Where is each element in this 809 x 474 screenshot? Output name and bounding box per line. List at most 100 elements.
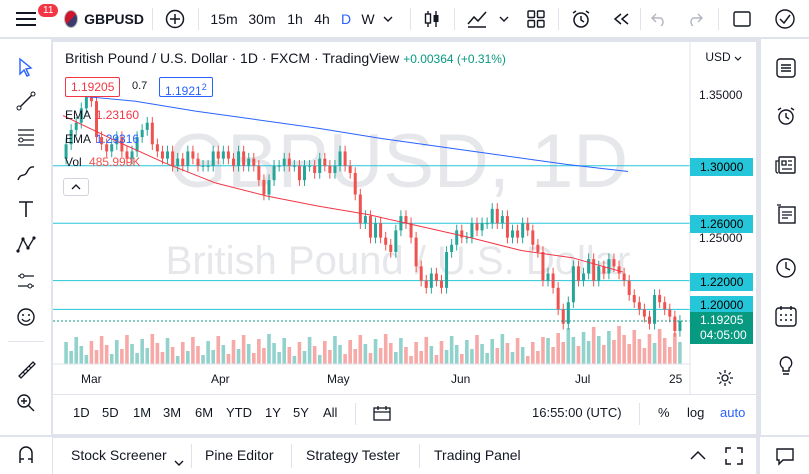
compare-add-button[interactable] <box>162 0 188 38</box>
symbol-search-button[interactable]: GBPUSD <box>64 0 144 38</box>
range-1d[interactable]: 1D <box>73 405 90 420</box>
candle-body <box>140 129 144 138</box>
data-window-button[interactable] <box>773 255 799 281</box>
range-1y[interactable]: 1Y <box>265 405 281 420</box>
volume-bar <box>510 352 515 364</box>
range-1m[interactable]: 1M <box>133 405 152 420</box>
ema-short-legend[interactable]: EMA 1.23160 <box>65 108 139 122</box>
currency-selector[interactable]: USD <box>705 50 742 64</box>
utc-clock[interactable]: 16:55:00 (UTC) <box>532 405 622 420</box>
indicator-value: 1.29316 <box>95 132 140 146</box>
chevron-up-icon <box>690 450 706 460</box>
maximize-panel-button[interactable] <box>725 447 743 470</box>
interval-dropdown[interactable] <box>378 0 398 38</box>
check-visibility-button[interactable] <box>766 0 806 38</box>
auto-scale-toggle[interactable]: auto <box>720 405 746 420</box>
forecast-icon <box>18 273 34 289</box>
volume-bar <box>596 336 601 364</box>
indicators-dropdown[interactable] <box>496 0 512 38</box>
layout-button[interactable] <box>524 0 548 38</box>
candle-body <box>445 251 449 288</box>
volume-bar <box>607 331 611 364</box>
screener-dropdown[interactable] <box>174 453 184 471</box>
icons-tool[interactable] <box>10 303 42 331</box>
magnet-tool[interactable] <box>10 441 42 469</box>
goto-date-button[interactable] <box>373 405 391 426</box>
help-button[interactable] <box>772 443 798 469</box>
interval-15m[interactable]: 15m <box>208 0 240 38</box>
volume-bar <box>262 348 266 364</box>
tab-trading-panel[interactable]: Trading Panel <box>434 447 521 463</box>
chart-settings-button[interactable] <box>716 369 734 392</box>
candle-body <box>622 273 626 281</box>
candle-body <box>500 216 504 224</box>
volume-bar <box>373 339 378 364</box>
range-all[interactable]: All <box>323 405 338 420</box>
volume-bar <box>277 352 281 364</box>
chart-type-button[interactable] <box>420 0 444 38</box>
range-5y[interactable]: 5Y <box>293 405 309 420</box>
range-6m[interactable]: 6M <box>195 405 214 420</box>
collapse-legend-button[interactable] <box>63 178 89 196</box>
indicator-value: 1.23160 <box>95 108 140 122</box>
news-button[interactable] <box>773 152 799 178</box>
legend-symbol-title[interactable]: British Pound / U.S. Dollar · 1D · FXCM … <box>65 50 400 66</box>
range-ytd[interactable]: YTD <box>226 405 252 420</box>
volume-bar <box>104 345 109 364</box>
calendar-button[interactable] <box>773 303 799 329</box>
volume-bar <box>439 341 444 364</box>
chart-pane[interactable]: GBPUSD, 1D British Pound / U.S. Dollar B… <box>53 42 756 434</box>
candle-body <box>262 180 266 195</box>
square-icon <box>733 11 751 27</box>
fib-retracement-icon <box>18 129 34 146</box>
sell-button[interactable]: 1.19205 <box>65 77 121 97</box>
menu-button[interactable]: 11 <box>8 0 59 38</box>
trendline-tool[interactable] <box>10 87 42 115</box>
hotlists-button[interactable] <box>773 353 799 379</box>
candle-body <box>455 230 459 245</box>
range-5d[interactable]: 5D <box>102 405 119 420</box>
range-3m[interactable]: 3M <box>163 405 182 420</box>
buy-button[interactable]: 1.19212 <box>159 77 213 98</box>
interval-30m[interactable]: 30m <box>246 0 278 38</box>
text-tool[interactable] <box>10 195 42 223</box>
gbpusd-flag-icon <box>64 10 79 28</box>
notification-badge: 11 <box>38 4 59 17</box>
prediction-tool[interactable] <box>10 267 42 295</box>
alerts-button[interactable] <box>773 103 799 129</box>
watchlist-button[interactable] <box>773 55 799 81</box>
volume-bar <box>541 337 545 364</box>
redo-button[interactable] <box>684 0 706 38</box>
ema-long-legend[interactable]: EMA 1.29316 <box>65 132 139 146</box>
replay-button[interactable] <box>608 0 634 38</box>
volume-legend[interactable]: Vol 485.999K <box>65 155 140 169</box>
clock-icon <box>776 258 796 278</box>
volume-bar <box>363 344 368 364</box>
pattern-tool[interactable] <box>10 231 42 259</box>
log-scale-toggle[interactable]: log <box>687 405 705 420</box>
candle-body <box>338 151 342 166</box>
interval-4h[interactable]: 4h <box>310 0 334 38</box>
brush-tool[interactable] <box>10 159 42 187</box>
fib-tool[interactable] <box>10 123 42 151</box>
interval-1h[interactable]: 1h <box>284 0 306 38</box>
candle-body <box>221 151 225 159</box>
percent-scale-toggle[interactable]: % <box>658 405 670 420</box>
zoom-tool[interactable] <box>10 389 42 417</box>
undo-button[interactable] <box>648 0 670 38</box>
interval-d[interactable]: D <box>338 0 354 38</box>
cursor-tool[interactable] <box>10 53 42 81</box>
tab-strategy-tester[interactable]: Strategy Tester <box>306 447 400 463</box>
indicators-button[interactable] <box>464 0 490 38</box>
tab-pine-editor[interactable]: Pine Editor <box>205 447 274 463</box>
candle-body <box>480 223 484 231</box>
expand-panel-button[interactable] <box>689 449 707 467</box>
alert-button[interactable] <box>568 0 594 38</box>
fullscreen-toggle[interactable] <box>730 0 754 38</box>
tab-stock-screener[interactable]: Stock Screener <box>71 447 167 463</box>
interval-w[interactable]: W <box>358 0 378 38</box>
ideas-stream-button[interactable] <box>773 201 799 227</box>
measure-tool[interactable] <box>10 355 42 383</box>
price-chart-canvas[interactable]: GBPUSD, 1D British Pound / U.S. Dollar <box>53 42 756 394</box>
volume-bar <box>130 344 134 364</box>
